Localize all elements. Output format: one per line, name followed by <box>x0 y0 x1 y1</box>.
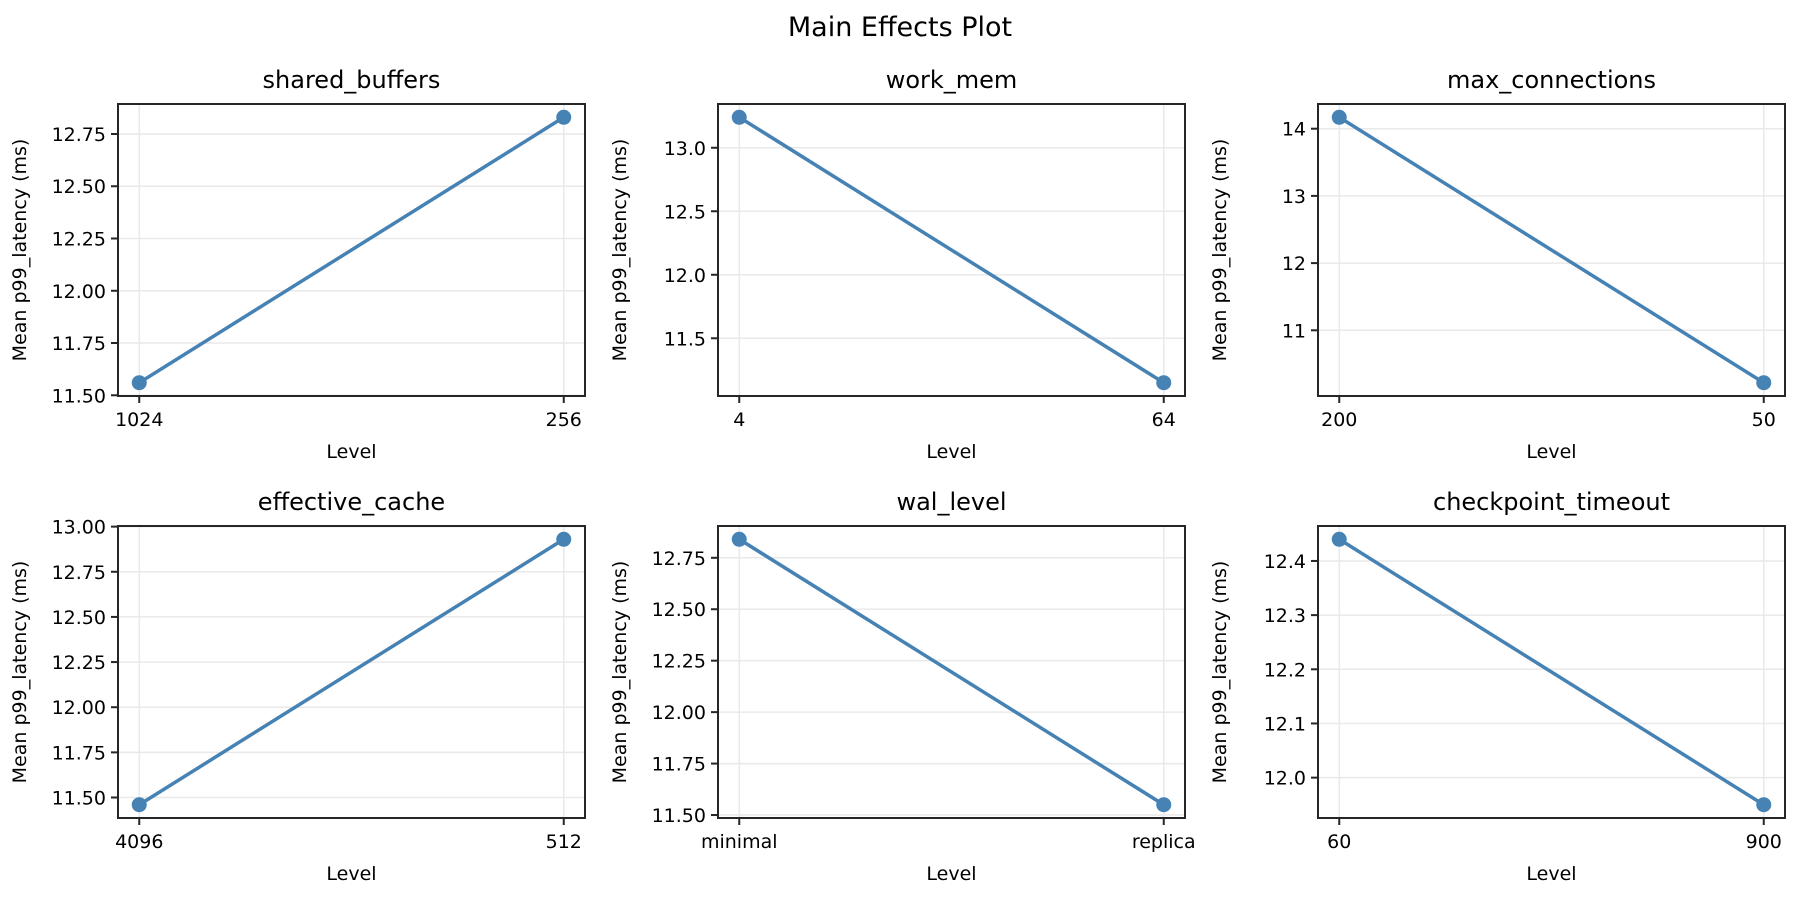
y-tick-label: 12.50 <box>52 176 106 198</box>
data-point <box>731 531 747 547</box>
axes-frame <box>1317 525 1786 819</box>
subplot-checkpoint_timeout: checkpoint_timeout 12.0 12.1 12.2 12.3 12.4 60… <box>1209 488 1786 885</box>
y-tick-label: 12.75 <box>52 562 106 584</box>
data-point <box>131 797 147 813</box>
subplot-title: effective_cache <box>258 488 445 516</box>
y-tick-label: 11.75 <box>652 754 706 776</box>
subplot-title: max_connections <box>1447 66 1656 94</box>
x-axis-label: Level <box>326 863 376 885</box>
x-tick-label: 50 <box>1752 409 1776 431</box>
x-tick-label: 64 <box>1152 409 1176 431</box>
subplot-title: shared_buffers <box>263 66 441 94</box>
x-tick-label: 256 <box>546 409 582 431</box>
y-tick-label: 14 <box>1282 119 1306 141</box>
data-point <box>556 109 572 125</box>
subplot-work_mem: work_mem 11.5 12.0 12.5 13.0 4 64 Mean p99_late… <box>609 66 1186 463</box>
y-tick-label: 11.50 <box>52 385 106 407</box>
y-tick-label: 12.25 <box>52 652 106 674</box>
y-tick-label: 11.75 <box>52 333 106 355</box>
data-point <box>1331 531 1347 547</box>
data-point <box>731 109 747 125</box>
y-axis-label: Mean p99_latency (ms) <box>609 561 631 784</box>
y-tick-label: 12.0 <box>1264 768 1306 790</box>
y-tick-label: 13.00 <box>52 517 106 539</box>
data-line <box>1337 537 1766 807</box>
data-line <box>737 537 1166 807</box>
axes-frame <box>117 103 586 397</box>
subplot-title: work_mem <box>886 66 1018 94</box>
y-tick-label: 12.00 <box>52 697 106 719</box>
y-axis-label: Mean p99_latency (ms) <box>609 139 631 362</box>
y-axis-label: Mean p99_latency (ms) <box>1209 139 1231 362</box>
subplot-title: wal_level <box>896 488 1006 516</box>
y-tick-label: 12.0 <box>664 265 706 287</box>
y-tick-label: 13.0 <box>664 138 706 160</box>
y-tick-label: 12.25 <box>652 651 706 673</box>
y-tick-label: 12.25 <box>52 229 106 251</box>
x-tick-label: 512 <box>546 831 582 853</box>
data-point <box>1756 797 1772 813</box>
y-tick-label: 12.50 <box>652 599 706 621</box>
y-tick-label: 11 <box>1282 320 1306 342</box>
y-tick-label: 12.3 <box>1264 605 1306 627</box>
y-axis-label: Mean p99_latency (ms) <box>9 561 31 784</box>
subplot-shared_buffers: shared_buffers 11.50 11.75 12.00 12.25 12.50 1… <box>9 66 586 463</box>
y-tick-label: 12.1 <box>1264 713 1306 735</box>
subplot-max_connections: max_connections 11 12 13 14 200 50 Mean p99_lat… <box>1209 66 1786 463</box>
x-tick-label: 200 <box>1321 409 1357 431</box>
y-axis-label: Mean p99_latency (ms) <box>9 139 31 362</box>
subplot-title: checkpoint_timeout <box>1433 488 1670 516</box>
x-axis-label: Level <box>326 441 376 463</box>
data-line <box>137 115 566 385</box>
axes-frame <box>117 525 586 819</box>
y-tick-label: 12.00 <box>652 702 706 724</box>
y-tick-label: 12.75 <box>52 124 106 146</box>
y-tick-label: 12 <box>1282 253 1306 275</box>
x-tick-label: minimal <box>701 831 778 853</box>
data-line <box>137 537 566 807</box>
x-axis-label: Level <box>926 863 976 885</box>
subplot-effective_cache: effective_cache 11.50 11.75 12.00 12.25 12.50… <box>9 488 586 885</box>
data-line <box>1337 115 1766 385</box>
y-tick-label: 12.00 <box>52 281 106 303</box>
data-point <box>556 531 572 547</box>
x-tick-label: 60 <box>1327 831 1351 853</box>
y-tick-label: 11.5 <box>664 328 706 350</box>
y-tick-label: 11.50 <box>652 805 706 827</box>
y-tick-label: 12.4 <box>1264 551 1306 573</box>
data-point <box>1331 109 1347 125</box>
subplot-grid: shared_buffers 11.50 11.75 12.00 12.25 12.50 1… <box>0 56 1800 900</box>
axes-frame <box>717 103 1186 397</box>
axes-frame <box>1317 103 1786 397</box>
y-tick-label: 12.50 <box>52 607 106 629</box>
data-point <box>1156 375 1172 391</box>
data-point <box>1756 375 1772 391</box>
x-tick-label: replica <box>1132 831 1196 853</box>
subplot-wal_level: wal_level 11.50 11.75 12.00 12.25 12.50 12.75 m… <box>609 488 1196 885</box>
y-tick-label: 12.75 <box>652 548 706 570</box>
x-axis-label: Level <box>926 441 976 463</box>
x-tick-label: 1024 <box>115 409 163 431</box>
data-point <box>131 375 147 391</box>
x-axis-label: Level <box>1526 441 1576 463</box>
y-tick-label: 12.2 <box>1264 659 1306 681</box>
x-tick-label: 4 <box>733 409 745 431</box>
x-tick-label: 900 <box>1746 831 1782 853</box>
x-tick-label: 4096 <box>115 831 163 853</box>
y-tick-label: 12.5 <box>664 201 706 223</box>
y-axis-label: Mean p99_latency (ms) <box>1209 561 1231 784</box>
figure-title: Main Effects Plot <box>787 12 1013 43</box>
axes-frame <box>717 525 1186 819</box>
x-axis-label: Level <box>1526 863 1576 885</box>
y-tick-label: 13 <box>1282 186 1306 208</box>
data-point <box>1156 797 1172 813</box>
y-tick-label: 11.75 <box>52 742 106 764</box>
data-line <box>737 115 1166 385</box>
y-tick-label: 11.50 <box>52 788 106 810</box>
